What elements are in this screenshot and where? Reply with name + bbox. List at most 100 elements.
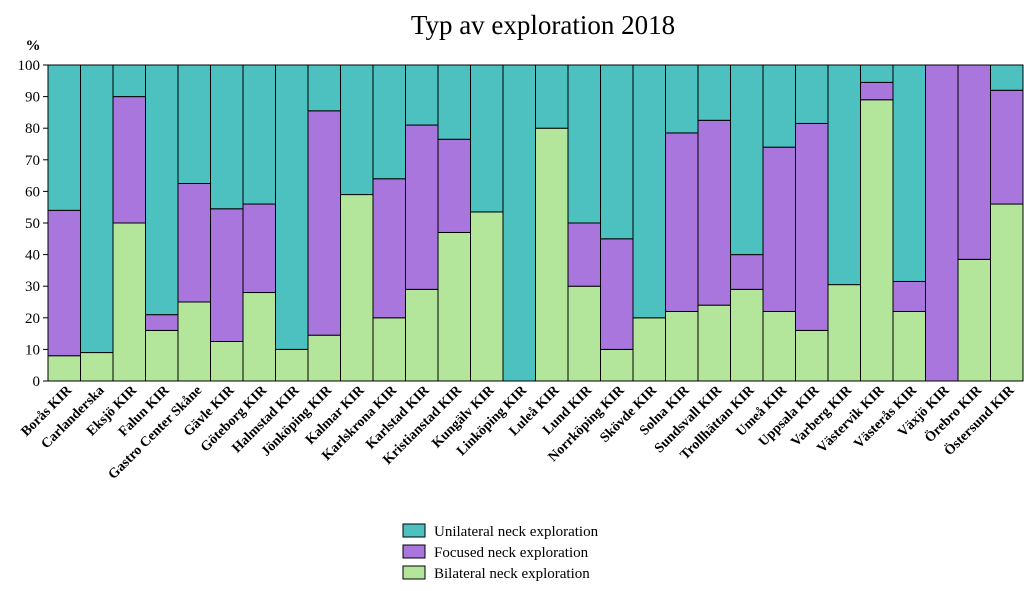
bar-segment-bilateral xyxy=(697,304,731,382)
bar-segment-unilateral xyxy=(470,64,504,213)
bar-segment-bilateral xyxy=(665,310,699,382)
bar-segment-bilateral xyxy=(145,329,179,382)
bar-segment-focused xyxy=(242,203,276,294)
bar-segment-bilateral xyxy=(990,203,1024,382)
y-tick-label: 90 xyxy=(25,90,40,106)
bar-segment-unilateral xyxy=(405,64,439,126)
bar-segment-bilateral xyxy=(80,352,114,382)
bar-segment-bilateral xyxy=(762,310,796,382)
bar-segment-focused xyxy=(210,208,244,342)
bar-segment-unilateral xyxy=(730,64,764,256)
bar-segment-bilateral xyxy=(535,127,569,382)
bar-segment-unilateral xyxy=(210,64,244,210)
bar-segment-focused xyxy=(697,119,731,306)
bar-segment-bilateral xyxy=(372,317,406,382)
bar-segment-focused xyxy=(957,64,991,260)
bars-group xyxy=(47,64,1024,382)
bar-segment-unilateral xyxy=(307,64,341,112)
y-tick-label: 70 xyxy=(25,153,40,169)
bar-segment-focused xyxy=(567,222,601,287)
y-tick-label: 0 xyxy=(33,374,41,390)
chart-title: Typ av exploration 2018 xyxy=(411,10,675,40)
legend-swatch xyxy=(402,565,426,580)
y-axis-ticks: 0 10 20 30 40 50 60 70 80 90 100 xyxy=(18,58,48,390)
bar-segment-focused xyxy=(925,64,959,382)
bar-segment-bilateral xyxy=(795,329,829,382)
bar-segment-unilateral xyxy=(860,64,894,83)
bar-segment-bilateral xyxy=(340,194,374,382)
bar-segment-bilateral xyxy=(275,348,309,382)
y-tick-label: 10 xyxy=(25,342,40,358)
bar-segment-focused xyxy=(990,89,1024,205)
bar-segment-unilateral xyxy=(827,64,861,286)
bar-segment-bilateral xyxy=(307,334,341,382)
bar-segment-unilateral xyxy=(275,64,309,350)
bar-segment-focused xyxy=(730,254,764,290)
bar-segment-unilateral xyxy=(112,64,146,98)
legend-label: Bilateral neck exploration xyxy=(434,566,590,582)
bar-segment-unilateral xyxy=(340,64,374,196)
bar-segment-focused xyxy=(600,238,634,350)
bar-segment-focused xyxy=(112,96,146,224)
bar-segment-focused xyxy=(405,124,439,290)
bar-segment-unilateral xyxy=(535,64,569,129)
y-tick-label: 100 xyxy=(18,58,41,74)
bar-segment-unilateral xyxy=(697,64,731,121)
bar-segment-unilateral xyxy=(990,64,1024,91)
bar-segment-unilateral xyxy=(177,64,211,184)
bar-segment-unilateral xyxy=(80,64,114,354)
bar-segment-bilateral xyxy=(600,348,634,382)
bar-segment-focused xyxy=(892,280,926,312)
bar-segment-focused xyxy=(47,209,81,357)
bar-segment-bilateral xyxy=(112,222,146,382)
bar-segment-bilateral xyxy=(892,310,926,382)
y-tick-label: 60 xyxy=(25,184,40,200)
bar-segment-bilateral xyxy=(730,288,764,382)
bar-segment-unilateral xyxy=(665,64,699,134)
bar-segment-focused xyxy=(437,138,471,233)
bar-segment-bilateral xyxy=(242,292,276,382)
y-tick-label: 20 xyxy=(25,311,40,327)
bar-segment-focused xyxy=(860,81,894,101)
bar-segment-focused xyxy=(762,146,796,312)
y-tick-label: 30 xyxy=(25,279,40,295)
bar-segment-unilateral xyxy=(242,64,276,205)
bar-segment-focused xyxy=(307,110,341,336)
y-axis-unit-label: % xyxy=(26,38,41,54)
legend: Unilateral neck exploration Focused neck … xyxy=(402,523,599,582)
bar-segment-unilateral xyxy=(47,64,81,211)
bar-segment-bilateral xyxy=(177,301,211,382)
bar-segment-bilateral xyxy=(567,285,601,382)
bar-segment-unilateral xyxy=(892,64,926,282)
bar-segment-unilateral xyxy=(600,64,634,240)
bar-segment-unilateral xyxy=(145,64,179,316)
bar-segment-unilateral xyxy=(502,64,536,382)
legend-swatch xyxy=(402,544,426,559)
bar-segment-bilateral xyxy=(470,211,504,382)
bar-segment-unilateral xyxy=(762,64,796,148)
bar-segment-bilateral xyxy=(437,231,471,382)
bar-segment-bilateral xyxy=(860,99,894,382)
legend-label: Unilateral neck exploration xyxy=(434,524,599,540)
y-tick-label: 80 xyxy=(25,121,40,137)
bar-segment-unilateral xyxy=(372,64,406,180)
bar-segment-bilateral xyxy=(957,258,991,382)
bar-segment-bilateral xyxy=(47,355,81,382)
bar-segment-focused xyxy=(177,183,211,303)
bar-segment-unilateral xyxy=(437,64,471,140)
y-tick-label: 40 xyxy=(25,248,40,264)
bar-segment-focused xyxy=(795,122,829,331)
bar-segment-unilateral xyxy=(567,64,601,224)
bar-segment-focused xyxy=(665,132,699,312)
legend-swatch xyxy=(402,523,426,538)
bar-segment-focused xyxy=(372,178,406,319)
bar-segment-bilateral xyxy=(210,341,244,382)
legend-label: Focused neck exploration xyxy=(434,545,589,561)
bar-segment-focused xyxy=(145,314,179,331)
bar-segment-bilateral xyxy=(405,288,439,382)
bar-segment-unilateral xyxy=(795,64,829,124)
y-tick-label: 50 xyxy=(25,216,40,232)
bar-segment-unilateral xyxy=(632,64,666,319)
